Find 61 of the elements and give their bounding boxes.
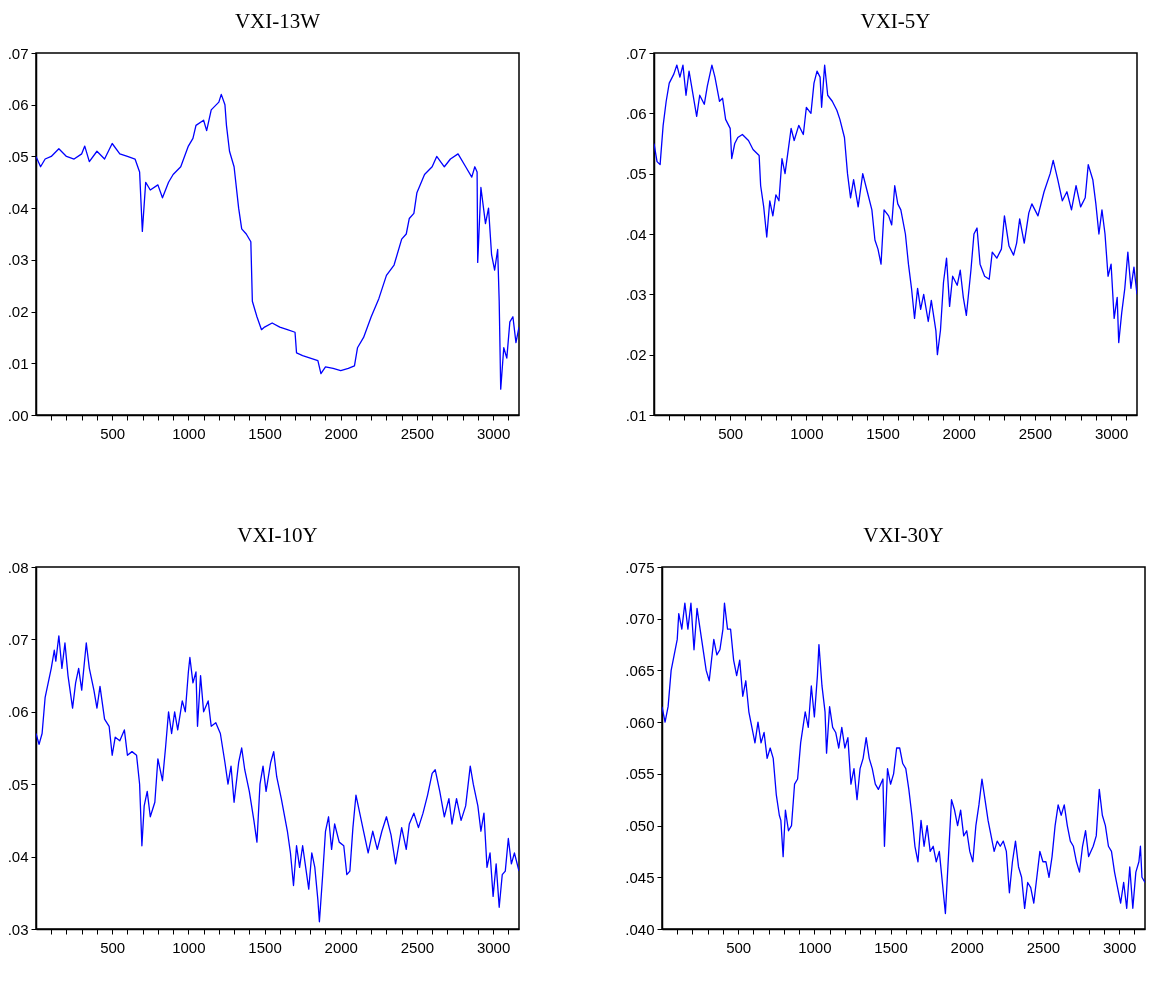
x-tick-label: 500: [718, 424, 744, 442]
x-tick-label: 1500: [874, 938, 908, 956]
y-tick-label: .040: [625, 920, 655, 938]
x-tick-label: 2000: [950, 938, 984, 956]
x-tick-label: 1000: [790, 424, 824, 442]
chart-title: VXI-30Y: [863, 523, 944, 547]
y-tick-label: .070: [625, 610, 655, 628]
x-tick-label: 1500: [248, 424, 282, 442]
y-tick-label: .07: [7, 630, 29, 648]
chart-title: VXI-13W: [234, 9, 321, 33]
x-tick-label: 3000: [476, 938, 511, 956]
x-tick-label: 2000: [324, 938, 358, 956]
y-tick-label: .045: [625, 868, 655, 886]
x-tick-label: 3000: [1094, 424, 1129, 442]
y-tick-label: .060: [625, 713, 655, 731]
x-tick-label: 500: [726, 938, 752, 956]
y-tick-label: .05: [7, 147, 29, 165]
chart-title: VXI-5Y: [860, 9, 931, 33]
x-tick-label: 1000: [798, 938, 832, 956]
x-tick-label: 1000: [172, 938, 206, 956]
y-tick-label: .02: [625, 346, 647, 364]
y-tick-label: .04: [625, 225, 647, 243]
y-tick-label: .050: [625, 817, 655, 835]
line-series: [662, 602, 1145, 915]
y-tick-label: .03: [7, 251, 29, 269]
y-tick-label: .05: [7, 775, 29, 793]
x-tick-label: 500: [100, 424, 126, 442]
chart-title: VXI-10Y: [237, 523, 318, 547]
x-tick-label: 3000: [476, 424, 511, 442]
y-tick-label: .01: [625, 406, 647, 424]
x-tick-label: 2500: [400, 424, 435, 442]
y-tick-label: .03: [625, 285, 647, 303]
y-tick-label: .06: [7, 96, 29, 114]
y-tick-label: .055: [625, 765, 655, 783]
y-tick-label: .06: [7, 703, 29, 721]
y-tick-label: .08: [7, 558, 29, 576]
y-tick-label: .04: [7, 848, 29, 866]
y-tick-label: .075: [625, 558, 655, 576]
x-tick-label: 2500: [1026, 938, 1061, 956]
x-tick-label: 2000: [942, 424, 976, 442]
line-series: [36, 635, 519, 923]
x-tick-label: 3000: [1102, 938, 1137, 956]
y-tick-label: .04: [7, 199, 29, 217]
y-tick-label: .01: [7, 354, 29, 372]
x-tick-label: 2500: [400, 938, 435, 956]
y-tick-label: .02: [7, 303, 29, 321]
x-tick-label: 2000: [324, 424, 358, 442]
y-tick-label: .07: [7, 44, 29, 62]
x-tick-label: 1500: [248, 938, 282, 956]
x-tick-label: 2500: [1018, 424, 1053, 442]
x-tick-label: 1000: [172, 424, 206, 442]
y-tick-label: .065: [625, 661, 655, 679]
y-tick-label: .03: [7, 920, 29, 938]
line-series: [36, 93, 519, 390]
y-tick-label: .05: [625, 165, 647, 183]
y-tick-label: .07: [625, 44, 647, 62]
y-tick-label: .06: [625, 104, 647, 122]
line-series: [654, 64, 1137, 356]
x-tick-label: 1500: [866, 424, 900, 442]
x-tick-label: 500: [100, 938, 126, 956]
y-tick-label: .00: [7, 406, 29, 424]
